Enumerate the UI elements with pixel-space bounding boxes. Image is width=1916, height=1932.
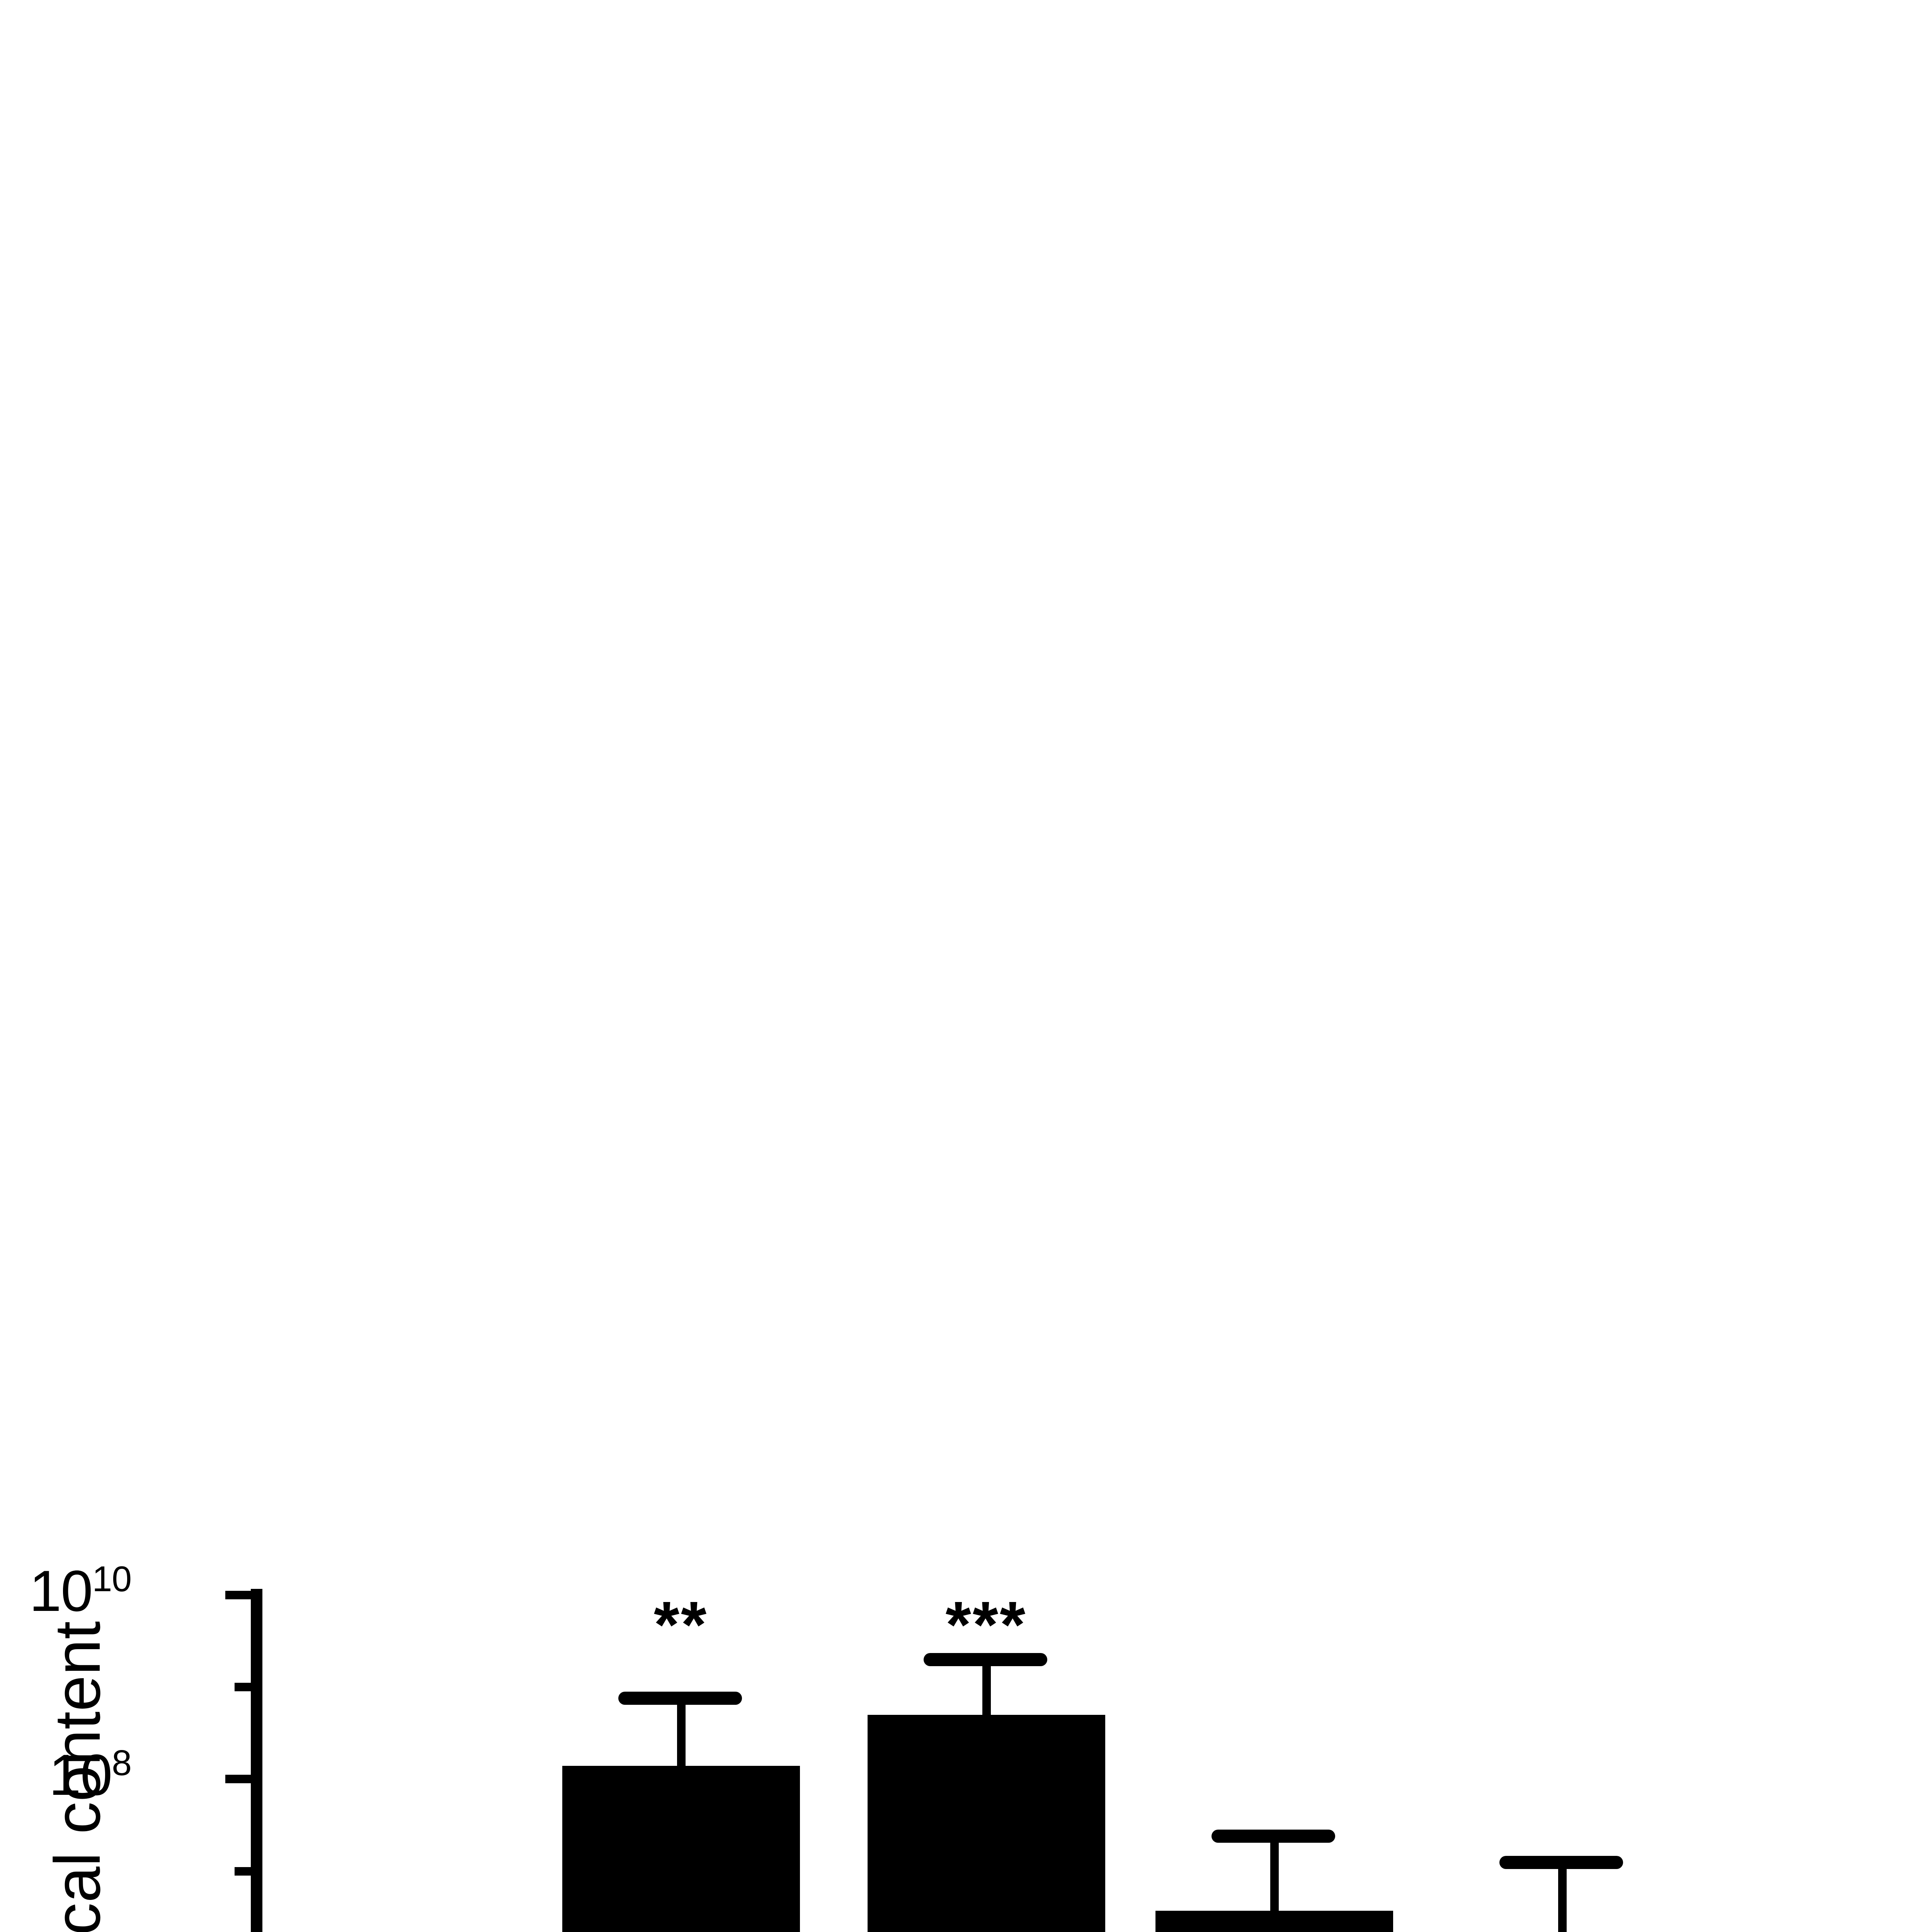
error-bar-stem-day-14 [1558,1862,1567,1932]
error-bar-stem-day-2 [677,1698,686,1768]
y-tick-1e8 [225,1775,251,1783]
bar-day-7 [1155,1911,1393,1932]
error-bar-cap-day-4 [924,1653,1047,1666]
significance-marker-day-2: ** [653,1588,708,1662]
error-bar-cap-day-2 [618,1692,742,1705]
error-bar-stem-day-4 [982,1660,991,1717]
y-tick-label-1e10: 1010 [29,1558,132,1623]
significance-marker-day-4: *** [945,1588,1027,1662]
bar-day-2 [562,1766,800,1932]
error-bar-cap-day-7 [1212,1830,1335,1843]
y-tick-label-1e6: 106 [49,1929,132,1932]
error-bar-cap-day-14 [1499,1856,1623,1869]
bar-day-4 [868,1715,1105,1932]
y-axis-spine [251,1589,262,1932]
y-tick-minor-1e9 [235,1683,251,1691]
y-tick-label-1e8: 108 [49,1742,132,1807]
y-tick-minor-1e7 [235,1867,251,1876]
y-tick-1e10 [225,1591,251,1599]
error-bar-stem-day-7 [1270,1836,1279,1913]
